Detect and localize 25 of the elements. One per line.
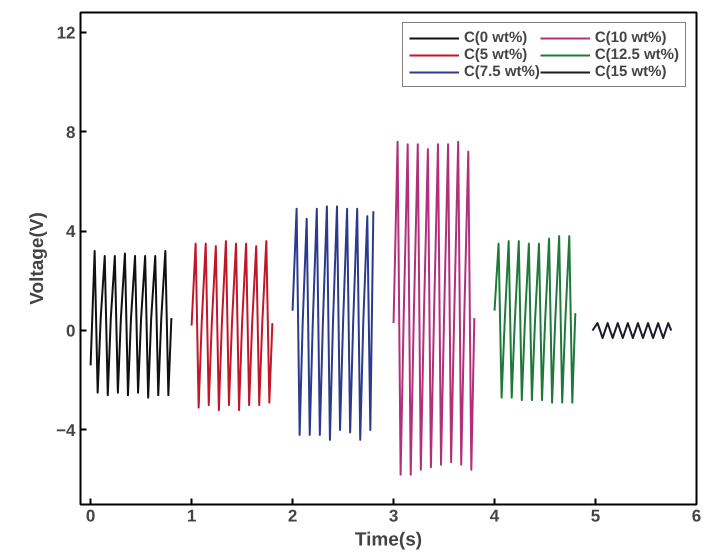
y-tick-label: 4 xyxy=(66,222,76,242)
x-tick-label: 1 xyxy=(186,506,196,526)
x-tick-label: 6 xyxy=(692,506,702,526)
y-tick-label: 12 xyxy=(56,23,76,42)
line-series xyxy=(494,235,576,404)
legend-label: C(0 wt%) xyxy=(464,29,528,46)
y-tick-label: −4 xyxy=(56,420,76,440)
y-tick-label: 0 xyxy=(66,322,76,341)
x-axis-title: Time(s) xyxy=(354,530,422,550)
x-tick-label: 2 xyxy=(288,506,298,526)
x-tick-label: 3 xyxy=(388,506,398,526)
legend-label: C(12.5 wt%) xyxy=(594,46,679,63)
x-tick-label: 0 xyxy=(86,506,96,526)
legend-label: C(5 wt%) xyxy=(464,46,528,63)
line-series xyxy=(292,205,374,441)
legend-label: C(7.5 wt%) xyxy=(464,63,540,80)
line-series xyxy=(190,240,274,412)
legend-label: C(10 wt%) xyxy=(594,29,666,46)
x-tick-label: 5 xyxy=(590,506,600,526)
x-tick-label: 4 xyxy=(490,506,500,526)
line-series xyxy=(392,140,476,476)
line-series xyxy=(90,250,172,399)
legend-label: C(15 wt%) xyxy=(594,63,666,80)
y-tick-label: 8 xyxy=(66,122,76,142)
y-axis-title: Voltage(V) xyxy=(27,212,48,305)
